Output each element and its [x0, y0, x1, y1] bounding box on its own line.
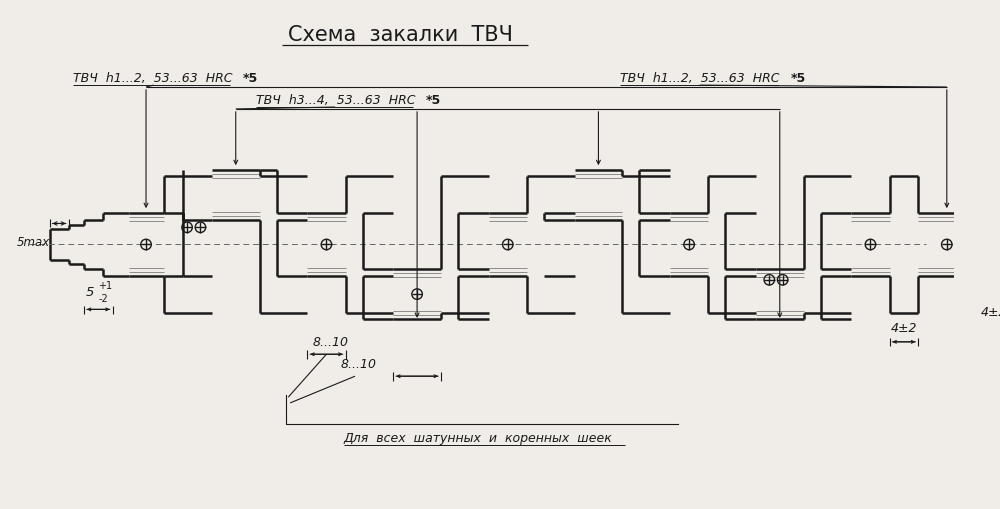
Text: 4±2: 4±2 [890, 322, 917, 335]
Text: +1: +1 [98, 280, 112, 291]
Text: ТВЧ  h1...2,  53...63  HRC: ТВЧ h1...2, 53...63 HRC [620, 72, 780, 85]
Text: 5: 5 [86, 286, 94, 299]
Text: *5: *5 [790, 72, 806, 85]
Text: Схема  закалки  ТВЧ: Схема закалки ТВЧ [288, 24, 513, 44]
Text: Для  всех  шатунных  и  коренных  шеек: Для всех шатунных и коренных шеек [344, 432, 612, 445]
Text: ТВЧ  h3...4,  53...63  HRC: ТВЧ h3...4, 53...63 HRC [256, 94, 415, 107]
Text: 4±2: 4±2 [981, 306, 1000, 319]
Text: -2: -2 [98, 294, 108, 304]
Text: 8...10: 8...10 [313, 336, 349, 349]
Text: ТВЧ  h1...2,  53...63  HRC: ТВЧ h1...2, 53...63 HRC [73, 72, 232, 85]
Text: *5: *5 [242, 72, 258, 85]
Text: *5: *5 [426, 94, 441, 107]
Text: 8...10: 8...10 [341, 358, 377, 371]
Text: 5max: 5max [17, 236, 50, 249]
